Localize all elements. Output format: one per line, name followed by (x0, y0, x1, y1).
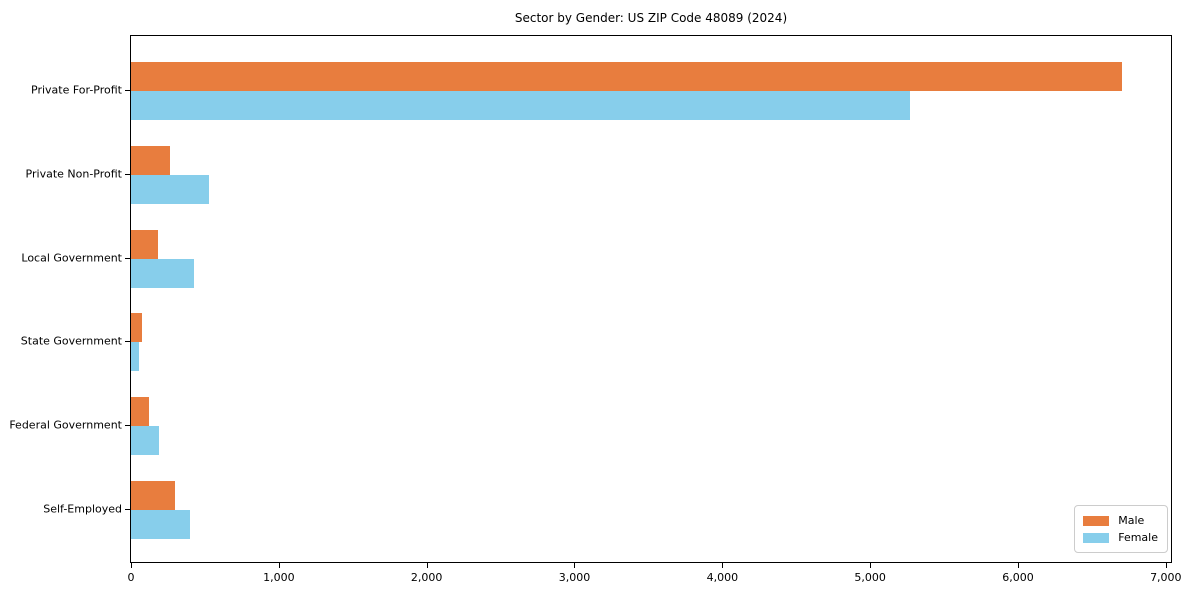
bar-male-1 (131, 62, 1122, 91)
x-axis-tick (574, 563, 576, 568)
x-axis-tick (426, 563, 428, 568)
y-axis-label: Private Non-Profit (25, 167, 122, 181)
legend-swatch-female (1083, 532, 1110, 543)
y-axis-tick (125, 257, 130, 259)
bar-female-4 (131, 342, 140, 372)
legend: Male Female (1074, 505, 1168, 553)
y-axis-tick (125, 173, 130, 175)
bar-male-2 (131, 145, 171, 175)
x-axis-tick-label: 0 (127, 571, 135, 584)
y-axis-label: State Government (20, 334, 122, 348)
legend-item-female: Female (1083, 529, 1158, 546)
x-axis-tick (870, 563, 872, 568)
x-axis-tick (278, 563, 280, 568)
x-axis-tick-label: 2,000 (410, 571, 443, 584)
bar-female-1 (131, 91, 911, 120)
bar-male-3 (131, 229, 159, 259)
y-axis-tick (125, 509, 130, 510)
y-axis-label: Federal Government (9, 418, 122, 432)
legend-item-male: Male (1083, 512, 1158, 529)
legend-swatch-male (1083, 515, 1110, 526)
y-axis-label: Self-Employed (43, 502, 122, 516)
bar-female-3 (131, 258, 194, 288)
y-axis-label: Private For-Profit (31, 83, 122, 97)
x-axis-tick-label: 1,000 (263, 571, 295, 584)
x-axis-tick-label: 7,000 (1150, 571, 1182, 584)
x-axis-tick-label: 5,000 (854, 571, 886, 584)
x-axis-tick-label: 6,000 (1002, 571, 1034, 584)
bar-female-2 (131, 174, 210, 204)
x-axis-tick (722, 563, 724, 568)
x-axis-tick (1017, 563, 1019, 568)
chart-title: Sector by Gender: US ZIP Code 48089 (202… (514, 11, 788, 25)
y-axis-tick (125, 90, 130, 91)
legend-label: Female (1118, 531, 1158, 544)
x-axis-tick (131, 563, 132, 568)
y-axis-tick (125, 341, 130, 343)
bar-male-4 (131, 313, 143, 343)
x-axis-tick-label: 4,000 (706, 571, 739, 584)
bar-male-5 (131, 397, 149, 427)
x-axis-tick-label: 3,000 (558, 571, 591, 584)
x-axis-tick (1165, 563, 1167, 568)
bar-male-6 (131, 481, 175, 510)
bar-female-5 (131, 426, 160, 456)
bar-female-6 (131, 510, 191, 539)
legend-label: Male (1118, 514, 1145, 527)
y-axis-label: Local Government (21, 251, 122, 265)
plot-area: Male Female (130, 35, 1172, 563)
y-axis-tick (125, 425, 130, 427)
